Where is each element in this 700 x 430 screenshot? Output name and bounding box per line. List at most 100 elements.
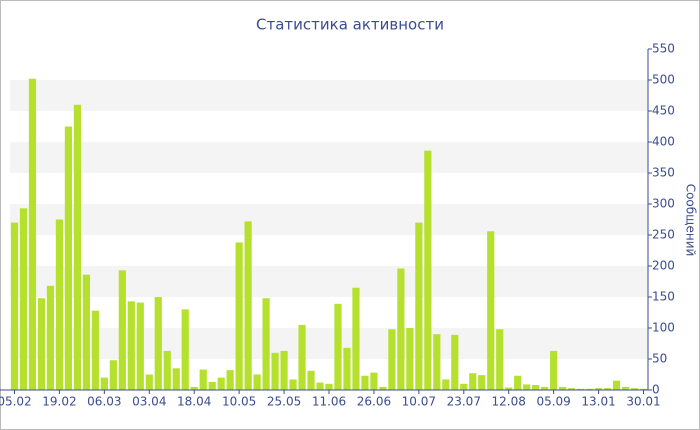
bar — [55, 219, 64, 390]
bar — [541, 386, 549, 390]
bar — [100, 377, 108, 390]
x-tick-label: 13.01 — [581, 395, 615, 409]
bar — [621, 386, 630, 390]
bar — [127, 301, 135, 390]
bar — [496, 329, 504, 390]
y-tick-label: 150 — [652, 290, 675, 304]
bar — [478, 375, 486, 390]
bar — [361, 375, 369, 390]
bar — [109, 360, 117, 390]
bar — [244, 221, 252, 390]
bar — [181, 309, 189, 390]
bar — [37, 298, 46, 390]
bar — [82, 274, 90, 390]
bar — [639, 388, 648, 390]
bar — [226, 370, 234, 390]
x-tick-label: 06.03 — [87, 395, 121, 409]
bar — [406, 328, 414, 390]
bar — [163, 350, 171, 390]
bar — [415, 222, 423, 390]
grid-band — [10, 80, 648, 111]
bar — [10, 222, 19, 390]
x-tick-label: 05.02 — [0, 395, 32, 409]
x-tick-label: 05.09 — [536, 395, 570, 409]
bar — [388, 329, 396, 390]
x-tick-label: 12.08 — [492, 395, 526, 409]
bar — [550, 350, 558, 390]
x-tick-label: 23.07 — [447, 395, 481, 409]
bar — [145, 374, 153, 390]
bar — [514, 375, 522, 390]
bar — [289, 379, 297, 390]
bar — [523, 384, 531, 390]
bar — [612, 380, 621, 390]
bar — [532, 385, 540, 390]
bar — [64, 126, 73, 390]
x-tick-label: 10.07 — [402, 395, 436, 409]
bar — [424, 150, 432, 390]
bar — [190, 386, 198, 390]
bar — [118, 270, 126, 390]
bar — [451, 334, 459, 390]
bar — [469, 373, 477, 390]
x-tick-label: 25.05 — [267, 395, 301, 409]
y-tick-label: 0 — [652, 383, 660, 397]
bar — [630, 388, 639, 390]
bar — [505, 387, 513, 390]
bar — [262, 298, 270, 390]
y-tick-label: 400 — [652, 135, 675, 149]
bar — [199, 369, 207, 390]
y-tick-label: 50 — [652, 352, 667, 366]
x-tick-label: 18.04 — [177, 395, 211, 409]
bar — [91, 310, 99, 390]
y-tick-label: 350 — [652, 166, 675, 180]
x-tick-label: 11.06 — [312, 395, 346, 409]
grid-band — [10, 142, 648, 173]
bar — [217, 377, 225, 390]
bar — [46, 285, 55, 390]
bar — [19, 208, 28, 390]
bar — [568, 388, 576, 390]
bar — [172, 368, 180, 390]
bar — [352, 287, 360, 390]
bar — [460, 383, 468, 390]
x-tick-label: 10.05 — [222, 395, 256, 409]
x-tick-label: 19.02 — [42, 395, 76, 409]
bar — [559, 386, 567, 390]
y-tick-label: 500 — [652, 73, 675, 87]
bar — [316, 382, 324, 390]
bar — [235, 242, 243, 390]
bar — [487, 231, 495, 390]
bar — [208, 381, 216, 390]
grid-band — [10, 328, 648, 359]
bar — [280, 350, 288, 390]
y-tick-label: 550 — [652, 42, 675, 56]
y-tick-label: 300 — [652, 197, 675, 211]
y-tick-label: 200 — [652, 259, 675, 273]
bar — [271, 352, 279, 390]
x-tick-label: 26.06 — [357, 395, 391, 409]
bar — [433, 334, 441, 390]
grid-band — [10, 204, 648, 235]
grid-band — [10, 266, 648, 297]
bar — [577, 388, 585, 390]
bar — [603, 388, 612, 390]
x-tick-label: 30.01 — [626, 395, 660, 409]
bar — [334, 303, 342, 390]
bar — [397, 268, 405, 390]
bar — [253, 374, 261, 390]
bar — [594, 388, 603, 390]
bar — [298, 324, 306, 390]
y-axis-label: Сообщений — [684, 184, 698, 257]
bar — [28, 78, 37, 390]
chart-title: Статистика активности — [256, 16, 444, 34]
x-tick-label: 03.04 — [132, 395, 166, 409]
y-tick-label: 250 — [652, 228, 675, 242]
y-tick-label: 100 — [652, 321, 675, 335]
bar — [370, 372, 378, 390]
bar — [136, 302, 144, 390]
bar — [379, 386, 387, 390]
y-tick-label: 450 — [652, 104, 675, 118]
bar — [307, 370, 315, 390]
